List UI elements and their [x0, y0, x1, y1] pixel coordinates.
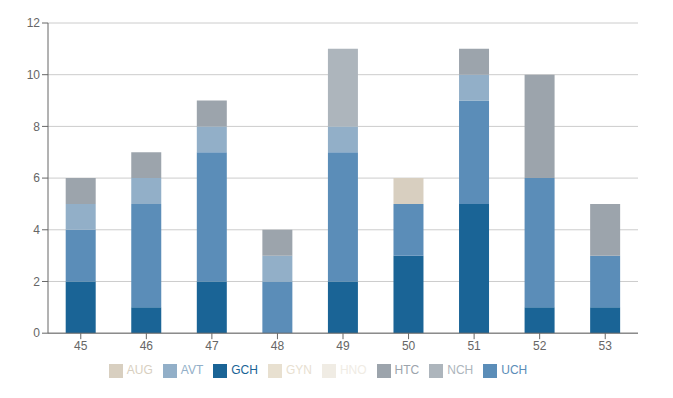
svg-text:52: 52 [533, 339, 547, 353]
svg-text:53: 53 [599, 339, 613, 353]
html-text:UCH: UCH [501, 363, 528, 378]
html-text:AVT: AVT [180, 363, 204, 378]
html-text:GCH: GCH [231, 363, 258, 378]
html-text:GYN: GYN [285, 363, 312, 378]
html-text:AUG: AUG [126, 363, 153, 378]
svg-text:46: 46 [140, 339, 154, 353]
svg-text:6: 6 [33, 171, 40, 185]
svg-text:4: 4 [33, 223, 40, 237]
svg-text:50: 50 [402, 339, 416, 353]
svg-text:0: 0 [33, 326, 40, 340]
svg-text:47: 47 [205, 339, 219, 353]
svg-text:10: 10 [27, 68, 41, 82]
html-text:HTC: HTC [394, 363, 420, 378]
svg-text:12: 12 [27, 16, 41, 30]
svg-text:48: 48 [271, 339, 285, 353]
svg-text:51: 51 [467, 339, 481, 353]
svg-text:49: 49 [336, 339, 350, 353]
svg-text:2: 2 [33, 275, 40, 289]
html-text:HNO: HNO [339, 363, 367, 378]
svg-text:8: 8 [33, 120, 40, 134]
html-text:NCH: NCH [447, 363, 474, 378]
svg-text:45: 45 [74, 339, 88, 353]
